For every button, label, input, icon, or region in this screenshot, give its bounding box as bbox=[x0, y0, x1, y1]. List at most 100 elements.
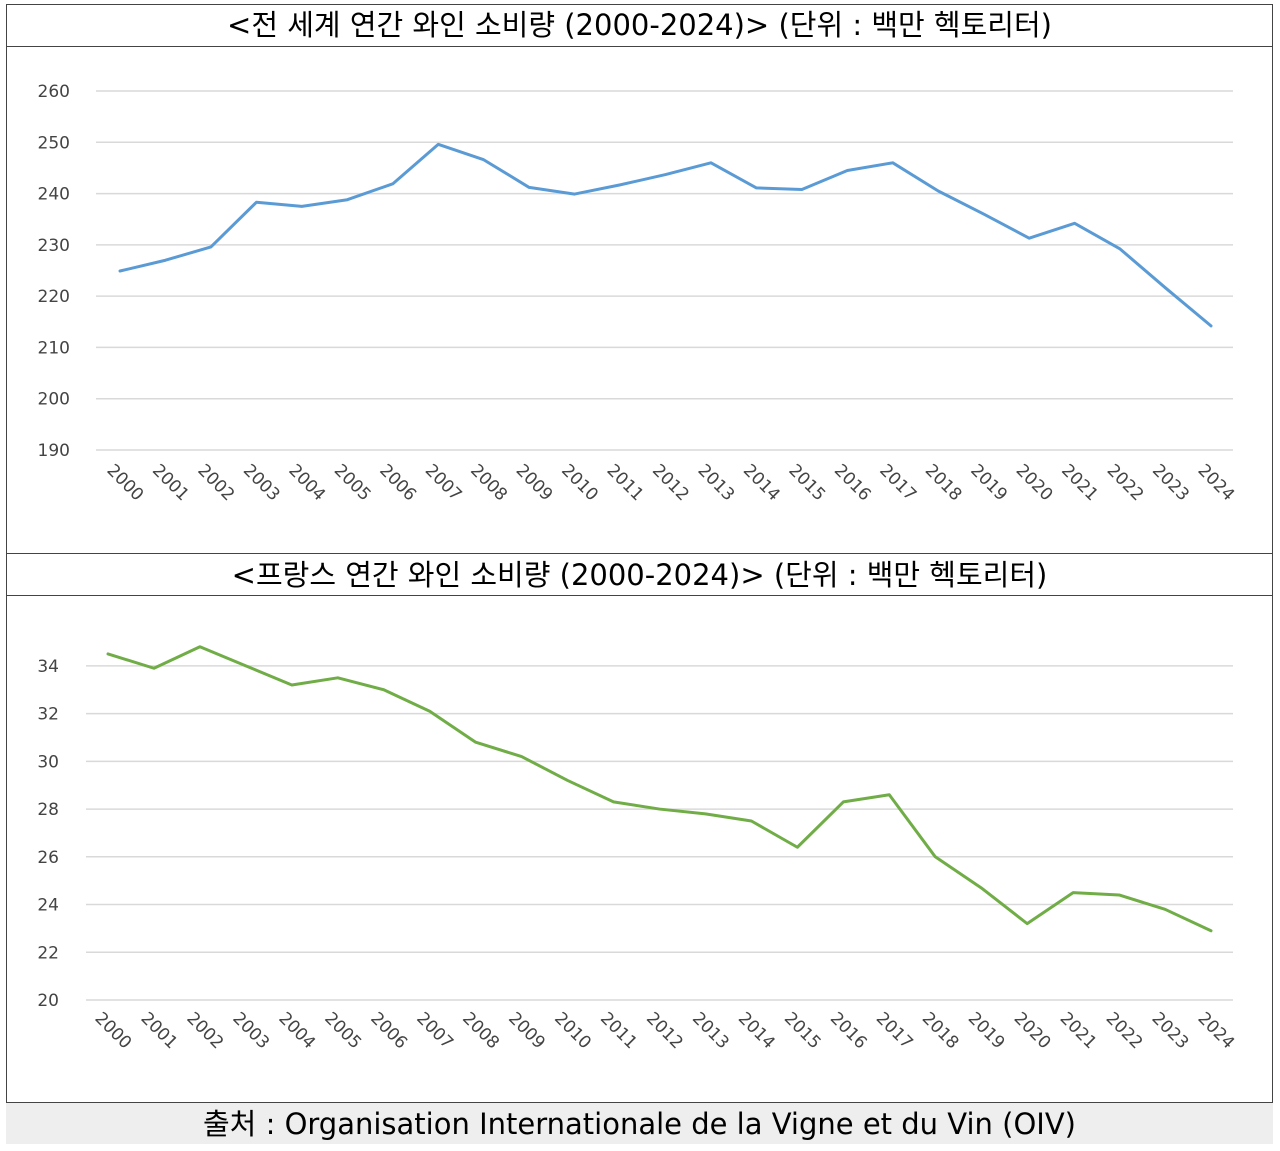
france-x-tick-label-2010: 2010 bbox=[550, 1009, 595, 1054]
world-data-point-2012 bbox=[663, 172, 668, 177]
world-data-point-2017 bbox=[890, 160, 895, 165]
france-y-tick-label-32: 32 bbox=[37, 705, 59, 725]
france-data-point-2022 bbox=[1117, 892, 1122, 897]
source-note: 출처 : Organisation Internationale de la V… bbox=[6, 1102, 1273, 1144]
world-x-tick-label-2009: 2009 bbox=[512, 461, 557, 506]
world-x-tick-label-2014: 2014 bbox=[739, 461, 784, 506]
france-x-tick-label-2009: 2009 bbox=[504, 1009, 549, 1054]
france-x-tick-label-2002: 2002 bbox=[182, 1009, 227, 1054]
world-data-point-2007 bbox=[436, 142, 441, 147]
france-data-point-2007 bbox=[427, 709, 432, 714]
france-data-point-2001 bbox=[151, 666, 156, 671]
france-data-point-2020 bbox=[1025, 921, 1030, 926]
world-x-tick-label-2021: 2021 bbox=[1057, 461, 1102, 506]
france-x-tick-label-2016: 2016 bbox=[826, 1009, 871, 1054]
france-x-tick-label-2023: 2023 bbox=[1148, 1009, 1193, 1054]
france-data-point-2017 bbox=[887, 792, 892, 797]
world-x-tick-label-2013: 2013 bbox=[694, 461, 739, 506]
world-x-tick-label-2012: 2012 bbox=[648, 461, 693, 506]
world-x-tick-label-2022: 2022 bbox=[1103, 461, 1148, 506]
world-data-point-2005 bbox=[345, 197, 350, 202]
france-data-point-2002 bbox=[197, 644, 202, 649]
france-y-tick-label-24: 24 bbox=[37, 896, 59, 916]
world-x-tick-label-2019: 2019 bbox=[966, 461, 1011, 506]
france-y-tick-label-20: 20 bbox=[37, 991, 59, 1011]
world-data-point-2023 bbox=[1163, 285, 1168, 290]
world-x-tick-label-2015: 2015 bbox=[784, 461, 829, 506]
france-y-tick-label-28: 28 bbox=[37, 800, 59, 820]
world-x-tick-label-2010: 2010 bbox=[557, 461, 602, 506]
world-data-point-2001 bbox=[163, 258, 168, 263]
france-x-tick-label-2007: 2007 bbox=[412, 1009, 457, 1054]
france-data-point-2000 bbox=[106, 651, 111, 656]
france-data-point-2008 bbox=[473, 740, 478, 745]
world-data-point-2008 bbox=[481, 157, 486, 162]
world-data-point-2000 bbox=[118, 269, 123, 274]
world-data-point-2009 bbox=[527, 185, 532, 190]
world-x-tick-label-2008: 2008 bbox=[466, 461, 511, 506]
france-data-point-2023 bbox=[1163, 907, 1168, 912]
france-data-point-2013 bbox=[703, 811, 708, 816]
france-x-tick-label-2017: 2017 bbox=[872, 1009, 917, 1054]
france-y-tick-label-26: 26 bbox=[37, 848, 59, 868]
france-x-tick-label-2012: 2012 bbox=[642, 1009, 687, 1054]
france-y-tick-label-30: 30 bbox=[37, 752, 59, 772]
france-y-tick-label-34: 34 bbox=[37, 657, 59, 677]
world-data-point-2002 bbox=[208, 244, 213, 249]
france-x-tick-label-2013: 2013 bbox=[688, 1009, 733, 1054]
france-y-tick-label-22: 22 bbox=[37, 943, 59, 963]
world-data-point-2020 bbox=[1027, 236, 1032, 241]
france-data-point-2009 bbox=[519, 754, 524, 759]
france-x-tick-label-2020: 2020 bbox=[1010, 1009, 1055, 1054]
world-data-point-2004 bbox=[299, 204, 304, 209]
france-x-tick-label-2021: 2021 bbox=[1056, 1009, 1101, 1054]
world-y-tick-label-190: 190 bbox=[38, 441, 70, 461]
world-data-point-2013 bbox=[708, 160, 713, 165]
world-x-tick-label-2000: 2000 bbox=[103, 461, 148, 506]
world-y-tick-label-210: 210 bbox=[38, 338, 70, 358]
world-x-tick-label-2017: 2017 bbox=[875, 461, 920, 506]
france-x-tick-label-2011: 2011 bbox=[596, 1009, 641, 1054]
france-data-point-2014 bbox=[749, 819, 754, 824]
world-x-tick-label-2018: 2018 bbox=[921, 461, 966, 506]
france-data-point-2005 bbox=[335, 675, 340, 680]
world-x-tick-label-2002: 2002 bbox=[193, 461, 238, 506]
france-x-tick-label-2024: 2024 bbox=[1194, 1009, 1239, 1054]
world-y-tick-label-200: 200 bbox=[38, 390, 70, 410]
world-x-tick-label-2020: 2020 bbox=[1012, 461, 1057, 506]
world-data-point-2010 bbox=[572, 192, 577, 197]
world-series-line-0 bbox=[118, 142, 1213, 328]
world-x-tick-label-2007: 2007 bbox=[421, 461, 466, 506]
world-y-tick-label-220: 220 bbox=[38, 287, 70, 307]
world-x-tick-label-2004: 2004 bbox=[284, 461, 329, 506]
world-x-tick-label-2023: 2023 bbox=[1148, 461, 1193, 506]
france-chart-title: <프랑스 연간 와인 소비량 (2000-2024)> (단위 : 백만 헥토리… bbox=[6, 553, 1273, 596]
world-data-point-2019 bbox=[981, 212, 986, 217]
france-x-tick-label-2001: 2001 bbox=[137, 1009, 182, 1054]
france-data-point-2006 bbox=[381, 687, 386, 692]
france-data-point-2015 bbox=[795, 845, 800, 850]
world-y-tick-label-230: 230 bbox=[38, 236, 70, 256]
world-x-tick-label-2016: 2016 bbox=[830, 461, 875, 506]
france-data-point-2018 bbox=[933, 854, 938, 859]
france-data-point-2012 bbox=[657, 807, 662, 812]
france-series-line-0 bbox=[106, 645, 1213, 933]
france-x-tick-label-2008: 2008 bbox=[458, 1009, 503, 1054]
world-x-tick-label-2006: 2006 bbox=[375, 461, 420, 506]
world-x-tick-label-2005: 2005 bbox=[330, 461, 375, 506]
france-data-point-2011 bbox=[611, 799, 616, 804]
france-x-tick-label-2022: 2022 bbox=[1102, 1009, 1147, 1054]
world-x-tick-label-2003: 2003 bbox=[239, 461, 284, 506]
world-data-point-2011 bbox=[618, 182, 623, 187]
france-x-tick-label-2014: 2014 bbox=[734, 1009, 779, 1054]
world-data-point-2014 bbox=[754, 185, 759, 190]
world-x-tick-label-2024: 2024 bbox=[1194, 461, 1239, 506]
world-data-point-2015 bbox=[799, 187, 804, 192]
world-data-point-2003 bbox=[254, 200, 259, 205]
france-x-tick-label-2018: 2018 bbox=[918, 1009, 963, 1054]
world-y-tick-label-260: 260 bbox=[38, 82, 70, 102]
france-data-point-2004 bbox=[289, 682, 294, 687]
france-data-point-2010 bbox=[565, 778, 570, 783]
france-data-point-2003 bbox=[243, 663, 248, 668]
world-data-point-2021 bbox=[1072, 221, 1077, 226]
